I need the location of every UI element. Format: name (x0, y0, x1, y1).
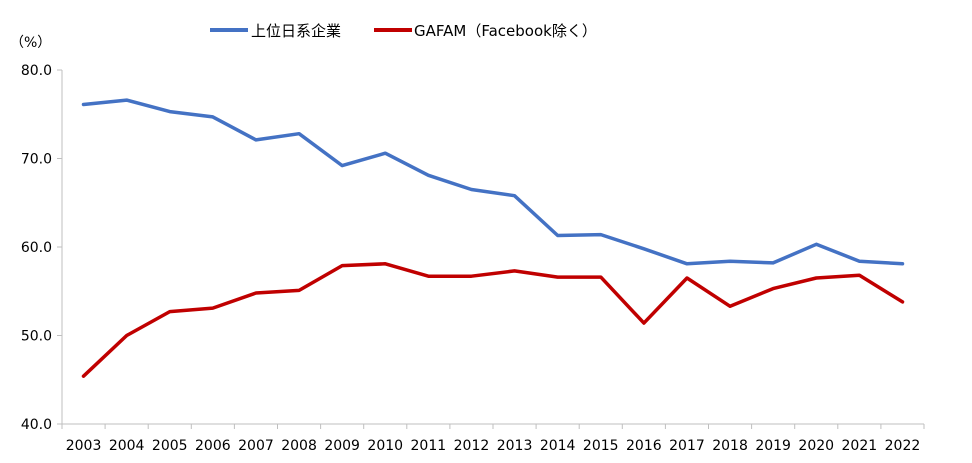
series-line-1 (81, 98, 905, 266)
data-point-series-2 (340, 264, 344, 267)
x-tick-label: 2016 (626, 438, 662, 454)
data-point-series-1 (728, 259, 732, 263)
data-point-series-2 (901, 300, 904, 304)
x-tick-label: 2007 (238, 438, 274, 454)
data-point-series-1 (384, 151, 387, 155)
data-point-series-2 (82, 375, 85, 378)
x-axis-ticks: 2003 2004 2005 2006 2007 2008 2009 2010 2011 2012… (61, 424, 925, 454)
y-tick-label: 60.0 (21, 240, 52, 256)
data-point-series-2 (384, 262, 387, 266)
data-point-series-2 (728, 305, 732, 308)
data-point-series-1 (599, 233, 602, 236)
data-point-series-2 (427, 275, 430, 278)
data-point-series-2 (685, 276, 689, 280)
data-point-series-2 (168, 310, 171, 313)
y-tick-label: 40.0 (21, 417, 52, 433)
data-point-series-1 (340, 164, 344, 167)
x-tick-label: 2015 (583, 438, 619, 454)
x-tick-label: 2006 (195, 438, 231, 454)
data-point-series-1 (427, 174, 430, 177)
data-point-series-2 (599, 275, 602, 279)
data-point-series-1 (82, 103, 85, 106)
x-tick-label: 2022 (885, 438, 921, 454)
data-point-series-2 (858, 274, 861, 277)
x-tick-label: 2008 (281, 438, 317, 454)
data-point-series-2 (211, 306, 215, 310)
y-axis-ticks: 40.0 50.0 60.0 70.0 80.0 (21, 63, 62, 433)
data-point-series-1 (685, 262, 689, 266)
data-point-series-1 (168, 110, 171, 113)
data-point-series-1 (771, 261, 775, 265)
data-point-series-1 (211, 115, 215, 119)
y-axis-unit-label: （%） (10, 35, 51, 51)
y-tick-label: 70.0 (21, 152, 52, 168)
data-point-series-1 (254, 138, 258, 142)
x-tick-label: 2013 (497, 438, 533, 454)
data-point-series-1 (815, 243, 818, 246)
data-point-series-2 (771, 287, 775, 290)
data-point-series-1 (513, 194, 516, 197)
series-line-2 (81, 262, 905, 378)
data-point-series-1 (642, 247, 646, 250)
data-point-series-2 (125, 334, 128, 337)
data-point-series-2 (556, 275, 559, 279)
data-point-series-1 (470, 188, 473, 191)
data-point-series-2 (297, 289, 301, 292)
y-tick-label: 80.0 (21, 63, 52, 79)
x-tick-label: 2003 (66, 438, 102, 454)
x-tick-label: 2018 (712, 438, 748, 454)
x-tick-label: 2014 (540, 438, 576, 454)
x-tick-label: 2004 (109, 438, 145, 454)
data-point-series-1 (858, 259, 861, 263)
y-tick-label: 50.0 (21, 329, 52, 345)
legend-label-series-1: 上位日系企業 (251, 22, 341, 40)
data-point-series-1 (297, 132, 301, 135)
x-tick-label: 2012 (454, 438, 490, 454)
x-tick-label: 2019 (755, 438, 791, 454)
data-point-series-1 (125, 98, 128, 102)
data-point-series-2 (254, 291, 258, 295)
legend-label-series-2: GAFAM（Facebook除く） (414, 22, 597, 40)
x-tick-label: 2005 (152, 438, 188, 454)
x-tick-label: 2009 (324, 438, 360, 454)
legend: 上位日系企業 GAFAM（Facebook除く） (210, 22, 597, 40)
data-point-series-2 (642, 321, 646, 325)
x-tick-label: 2017 (669, 438, 705, 454)
data-point-series-1 (901, 262, 904, 266)
series-layer (81, 98, 905, 378)
data-point-series-2 (815, 276, 818, 280)
x-tick-label: 2011 (411, 438, 447, 454)
x-tick-label: 2021 (842, 438, 878, 454)
data-point-series-2 (513, 269, 516, 273)
data-point-series-2 (470, 275, 473, 278)
x-tick-label: 2020 (798, 438, 834, 454)
x-tick-label: 2010 (367, 438, 403, 454)
data-point-series-1 (556, 234, 559, 237)
